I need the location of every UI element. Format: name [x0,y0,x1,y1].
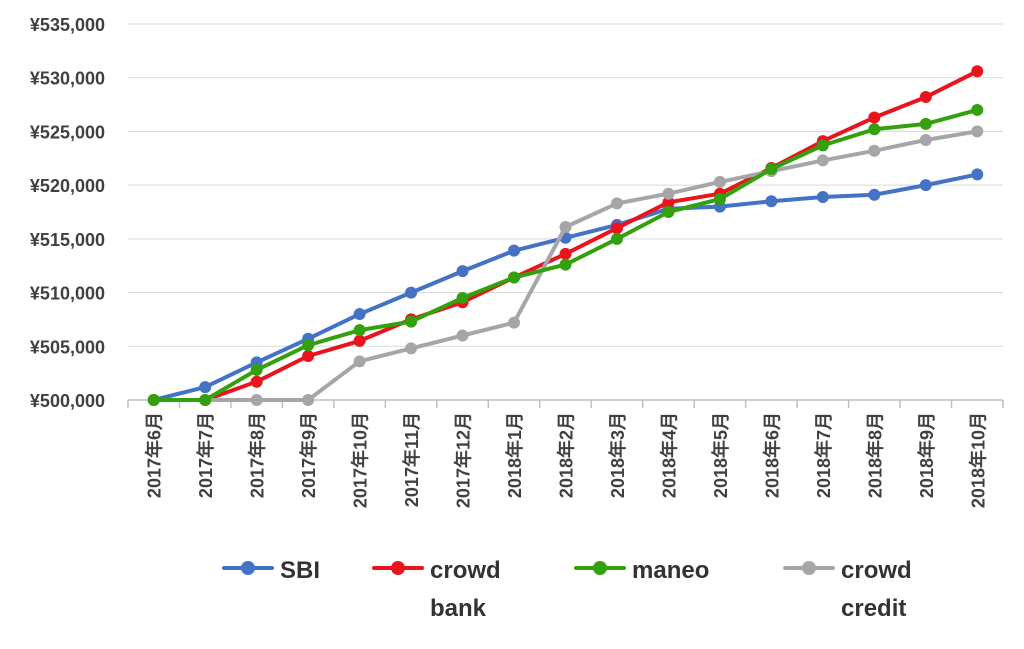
data-point-maneo [302,339,315,352]
data-point-sbi [508,244,521,257]
data-point-crowd-credit [971,125,984,138]
data-point-sbi [456,265,469,278]
data-point-sbi [971,168,984,181]
legend-marker-crowd-credit [802,561,816,575]
x-tick-label: 2018年1月 [504,412,525,498]
data-point-crowd-credit [816,154,829,167]
x-tick-label: 2017年11月 [401,412,422,507]
data-point-maneo [713,193,726,206]
x-tick-label: 2017年6月 [144,412,165,498]
data-point-crowd-credit [405,342,418,355]
series-line-sbi [151,172,980,402]
data-point-maneo [456,291,469,304]
data-point-crowd-credit [353,355,366,368]
data-point-crowd-credit [508,316,521,329]
legend-label-crowd-bank: crowd bank [430,557,501,622]
data-point-crowd-bank [610,222,623,235]
x-tick-label: 2018年8月 [864,412,885,498]
data-point-maneo [353,324,366,337]
x-tick-label: 2017年7月 [195,412,216,498]
data-point-crowd-credit [713,175,726,188]
data-point-maneo [919,117,932,130]
data-point-maneo [199,394,212,406]
data-point-crowd-credit [456,329,469,342]
x-tick-label: 2018年7月 [813,412,834,498]
data-point-crowd-bank [971,65,984,78]
data-point-crowd-credit [610,197,623,210]
data-point-crowd-credit [250,394,263,406]
y-tick-label: ¥520,000 [30,176,105,196]
data-point-crowd-credit [302,394,315,406]
data-point-sbi [765,195,778,208]
y-tick-label: ¥530,000 [30,69,105,89]
y-tick-label: ¥515,000 [30,230,105,250]
data-point-crowd-credit [919,134,932,147]
data-point-crowd-bank [559,247,572,260]
data-point-crowd-bank [919,91,932,104]
data-point-maneo [559,258,572,271]
series-sbi [147,168,984,406]
data-point-maneo [868,123,881,136]
data-point-maneo [508,271,521,284]
y-tick-label: ¥500,000 [30,391,105,411]
data-point-crowd-credit [662,187,675,200]
series-maneo [147,103,984,406]
x-tick-label: 2017年10月 [350,412,371,508]
data-point-maneo [610,232,623,245]
data-point-maneo [662,206,675,218]
data-point-crowd-bank [353,334,366,347]
data-point-maneo [405,315,418,328]
data-point-maneo [816,139,829,152]
legend-label-maneo: maneo [632,557,710,584]
x-tick-label: 2017年9月 [298,412,319,498]
y-tick-label: ¥505,000 [30,337,105,357]
legend-label-sbi: SBI [280,557,321,584]
data-point-crowd-credit [868,144,881,157]
legend-marker-crowd-bank [391,561,405,575]
data-point-crowd-bank [868,111,881,124]
x-tick-label: 2017年8月 [247,412,268,498]
x-axis-tick-labels: 2017年6月 2017年7月 2017年8月 2017年9月 2017年10月 2017… [127,400,1004,508]
x-tick-label: 2018年5月 [710,412,731,498]
x-tick-label: 2017年12月 [453,412,474,508]
x-tick-label: 2018年4月 [658,412,679,498]
y-axis-tick-labels: ¥500,000 ¥505,000 ¥510,000 ¥515,000 ¥520,000… [30,15,105,411]
x-tick-label: 2018年10月 [967,412,988,508]
data-point-maneo [765,163,778,176]
series-group [147,65,984,406]
gridlines [128,23,1003,347]
data-point-sbi [199,381,212,394]
data-point-sbi [868,188,881,201]
data-point-maneo [971,103,984,116]
x-tick-label: 2018年3月 [607,412,628,498]
data-point-sbi [353,308,366,321]
data-point-sbi [919,179,932,192]
data-point-maneo [250,363,263,376]
line-chart: ¥500,000 ¥505,000 ¥510,000 ¥515,000 ¥520,000… [30,15,1004,508]
data-point-crowd-bank [250,375,263,388]
data-point-crowd-bank [662,196,675,209]
legend-marker-sbi [241,561,255,575]
data-point-sbi [816,190,829,203]
data-point-sbi [405,286,418,299]
legend-marker-maneo [593,561,607,575]
x-tick-label: 2018年9月 [916,412,937,498]
data-point-crowd-bank [302,349,315,362]
legend-label-crowd-credit: crowd credit [841,557,912,622]
data-point-crowd-credit [559,221,572,234]
y-tick-label: ¥510,000 [30,284,105,304]
y-tick-label: ¥535,000 [30,15,105,35]
data-point-maneo [147,394,160,406]
x-tick-label: 2018年6月 [761,412,782,498]
y-tick-label: ¥525,000 [30,122,105,142]
x-tick-label: 2018年2月 [556,412,577,498]
